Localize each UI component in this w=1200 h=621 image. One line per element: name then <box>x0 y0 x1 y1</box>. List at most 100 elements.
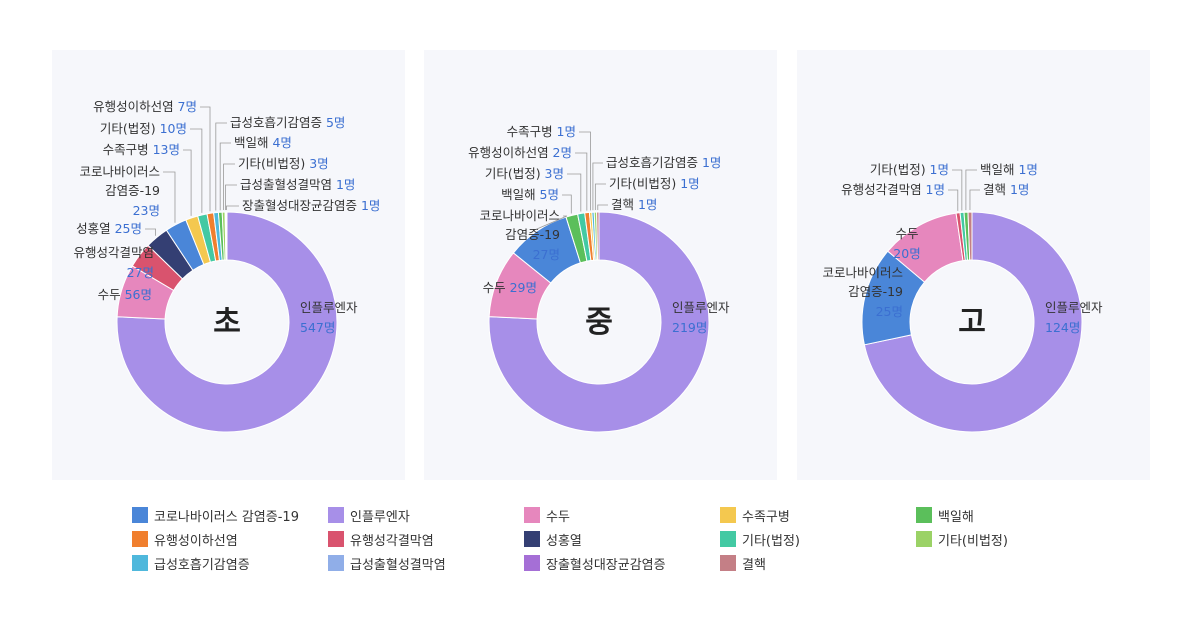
legend-item-코로나바이러스-감염증-19: 코로나바이러스 감염증-19 <box>132 505 299 525</box>
legend-item-수두: 수두 <box>524 505 570 525</box>
legend-label: 수족구병 <box>742 509 790 525</box>
data-label-수두: 수두 56명 <box>98 287 152 302</box>
legend-item-결핵: 결핵 <box>720 553 766 573</box>
legend-label: 유행성각결막염 <box>350 533 434 549</box>
data-label-급성호흡기감염증: 급성호흡기감염증 5명 <box>230 115 345 130</box>
data-label-급성호흡기감염증: 급성호흡기감염증 1명 <box>606 155 721 170</box>
legend-swatch <box>132 507 148 523</box>
data-label-장출혈성대장균감염증: 장출혈성대장균감염증 1명 <box>242 198 380 213</box>
legend-label: 성홍열 <box>546 533 582 549</box>
data-label-백일해: 백일해 1명 <box>980 162 1038 177</box>
leader-line-백일해 <box>965 169 977 211</box>
donut-chart-high: 인플루엔자 124명 코로나바이러스 감염증-19 25명 수두 20명 유행성각결막염 1명… <box>822 162 1103 433</box>
leader-line-급성호흡기감염증 <box>215 122 227 211</box>
legend-label: 백일해 <box>938 509 974 525</box>
legend-item-기타-법정: 기타(법정) <box>720 529 800 549</box>
legend-item-성홍열: 성홍열 <box>524 529 582 549</box>
leader-line-수족구병 <box>579 131 591 211</box>
legend-item-수족구병: 수족구병 <box>720 505 790 525</box>
legend-label: 유행성이하선염 <box>154 533 238 549</box>
data-label-코로나바이러스-감염증-19: 코로나바이러스 감염증-19 23명 <box>79 164 160 218</box>
pie-slice-인플루엔자 <box>488 211 710 433</box>
legend-swatch <box>524 531 540 547</box>
pie-slice-결핵 <box>596 211 600 261</box>
data-label-기타-법정: 기타(법정) 1명 <box>870 162 949 177</box>
leader-line-기타-비법정 <box>594 183 606 211</box>
donut-chart-middle: 인플루엔자 219명 수두 29명 코로나바이러스 감염증-19 27명 백일해 5명 기타(… <box>468 124 730 433</box>
chart-panel-middle: 인플루엔자 219명 수두 29명 코로나바이러스 감염증-19 27명 백일해 5명 기타(… <box>424 50 777 480</box>
data-label-백일해: 백일해 4명 <box>234 135 292 150</box>
leader-line-유행성이하선염 <box>575 152 588 211</box>
legend-swatch <box>328 555 344 571</box>
legend-swatch <box>720 531 736 547</box>
legend-item-유행성각결막염: 유행성각결막염 <box>328 529 434 549</box>
data-label-기타-비법정: 기타(비법정) 3명 <box>238 156 329 171</box>
leader-line-결핵 <box>969 189 980 211</box>
leader-line-기타-법정 <box>567 173 582 212</box>
legend-label: 수두 <box>546 509 570 525</box>
leader-line-급성출혈성결막염 <box>225 184 237 211</box>
pie-slice-인플루엔자 <box>116 211 338 433</box>
data-label-결핵: 결핵 1명 <box>611 197 657 212</box>
chart-center-title: 고 <box>958 305 986 340</box>
legend-label: 인플루엔자 <box>350 509 410 525</box>
legend-swatch <box>328 507 344 523</box>
data-label-결핵: 결핵 1명 <box>983 182 1029 197</box>
legend-label: 장출혈성대장균감염증 <box>546 557 666 573</box>
data-label-수족구병: 수족구병 1명 <box>507 124 576 139</box>
legend-item-장출혈성대장균감염증: 장출혈성대장균감염증 <box>524 553 666 573</box>
leader-line-기타-법정 <box>952 169 963 211</box>
chart-center-title: 중 <box>585 305 613 340</box>
data-label-코로나바이러스-감염증-19: 코로나바이러스 감염증-19 25명 <box>822 265 903 319</box>
legend-swatch <box>720 555 736 571</box>
data-label-수두: 수두 29명 <box>483 280 537 295</box>
legend-item-급성호흡기감염증: 급성호흡기감염증 <box>132 553 250 573</box>
legend-item-기타-비법정: 기타(비법정) <box>916 529 1008 549</box>
data-label-기타-비법정: 기타(비법정) 1명 <box>609 176 700 191</box>
pie-slice-장출혈성대장균감염증 <box>225 211 228 261</box>
data-label-수두: 수두 20명 <box>893 226 920 261</box>
pie-slice-결핵 <box>967 211 973 261</box>
legend-swatch <box>132 531 148 547</box>
legend-label: 기타(법정) <box>742 533 800 549</box>
data-label-인플루엔자: 인플루엔자 124명 <box>1045 300 1103 335</box>
leader-line-기타-비법정 <box>223 163 235 211</box>
chart-center-title: 초 <box>213 305 241 340</box>
leader-line-유행성각결막염 <box>948 189 959 211</box>
legend-item-유행성이하선염: 유행성이하선염 <box>132 529 238 549</box>
legend-label: 기타(비법정) <box>938 533 1008 549</box>
legend-label: 결핵 <box>742 557 766 573</box>
legend-label: 급성호흡기감염증 <box>154 557 250 573</box>
legend-label: 급성출혈성결막염 <box>350 557 446 573</box>
data-label-유행성이하선염: 유행성이하선염 7명 <box>93 99 197 114</box>
legend-swatch <box>524 507 540 523</box>
legend-item-급성출혈성결막염: 급성출혈성결막염 <box>328 553 446 573</box>
data-label-유행성각결막염: 유행성각결막염 1명 <box>841 182 945 197</box>
legend-label: 코로나바이러스 감염증-19 <box>154 509 299 525</box>
chart-panel-high: 인플루엔자 124명 코로나바이러스 감염증-19 25명 수두 20명 유행성각결막염 1명… <box>797 50 1150 480</box>
chart-panel-elementary: 인플루엔자 547명 수두 56명 유행성각결막염 27명 성홍열 25명 코로나바이러스 감… <box>52 50 405 480</box>
data-label-기타-법정: 기타(법정) 3명 <box>485 166 564 181</box>
data-label-백일해: 백일해 5명 <box>501 187 559 202</box>
data-label-인플루엔자: 인플루엔자 547명 <box>300 300 358 335</box>
legend-swatch <box>720 507 736 523</box>
data-label-급성출혈성결막염: 급성출혈성결막염 1명 <box>240 177 355 192</box>
leader-line-수족구병 <box>183 149 192 216</box>
leader-line-급성호흡기감염증 <box>592 162 603 211</box>
leader-line-성홍열 <box>145 228 156 236</box>
leader-line-장출혈성대장균감염증 <box>226 205 239 211</box>
leader-line-결핵 <box>597 204 608 211</box>
leader-line-기타-법정 <box>190 128 203 213</box>
legend-swatch <box>916 531 932 547</box>
legend-item-백일해: 백일해 <box>916 505 974 525</box>
legend-swatch <box>328 531 344 547</box>
leader-line-코로나바이러스-감염증-19 <box>535 215 568 230</box>
leader-line-백일해 <box>562 194 572 214</box>
donut-chart-elementary: 인플루엔자 547명 수두 56명 유행성각결막염 27명 성홍열 25명 코로나바이러스 감… <box>73 99 380 433</box>
data-label-수족구병: 수족구병 13명 <box>103 142 180 157</box>
legend-item-인플루엔자: 인플루엔자 <box>328 505 410 525</box>
data-label-기타-법정: 기타(법정) 10명 <box>100 121 187 136</box>
pie-slice-인플루엔자 <box>863 211 1083 433</box>
data-label-코로나바이러스-감염증-19: 코로나바이러스 감염증-19 27명 <box>479 208 560 262</box>
leader-line-백일해 <box>219 142 231 211</box>
